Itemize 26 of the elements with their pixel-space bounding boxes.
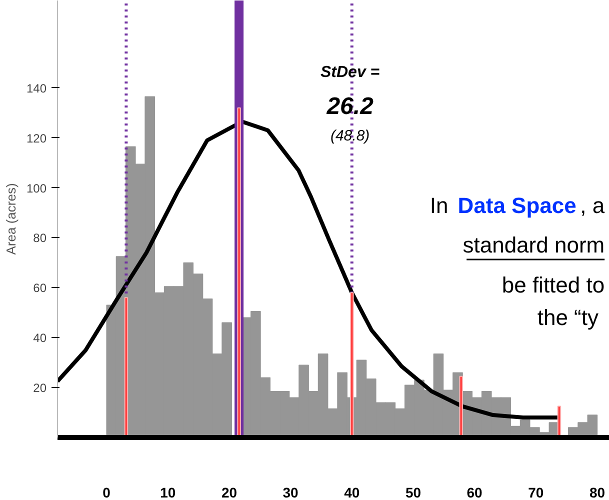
x-tick-label: 20 <box>221 484 238 500</box>
x-tick-label: 50 <box>405 484 422 500</box>
y-axis-title: Area (acres) <box>3 183 18 255</box>
annotation: StDev = <box>320 64 380 82</box>
x-tick-label: 80 <box>589 484 606 500</box>
y-tick-label: 20 <box>33 381 47 396</box>
x-tick-label: 10 <box>160 484 176 500</box>
y-tick-label: 100 <box>26 181 47 196</box>
x-tick-label: 30 <box>282 484 299 500</box>
y-tick-label: 140 <box>26 81 47 96</box>
y-tick-label: 80 <box>33 231 47 246</box>
x-tick-label: 70 <box>528 484 544 500</box>
annotation: be fitted to <box>502 272 605 298</box>
y-tick-label: 40 <box>33 331 47 346</box>
annotation: , a <box>580 192 606 218</box>
y-tick-label: 60 <box>33 281 47 296</box>
annotation: In <box>430 192 448 218</box>
annotation: 26.2 <box>326 92 374 120</box>
x-tick-label: 40 <box>344 484 360 500</box>
annotation: standard norm <box>462 232 605 258</box>
annotation: the “ty <box>537 305 598 330</box>
annotation: Data Space <box>458 192 576 218</box>
annotation: (48.8) <box>330 127 370 144</box>
x-tick-label: 0 <box>102 484 111 500</box>
y-tick-label: 120 <box>26 131 47 146</box>
x-tick-label: 60 <box>466 484 483 500</box>
